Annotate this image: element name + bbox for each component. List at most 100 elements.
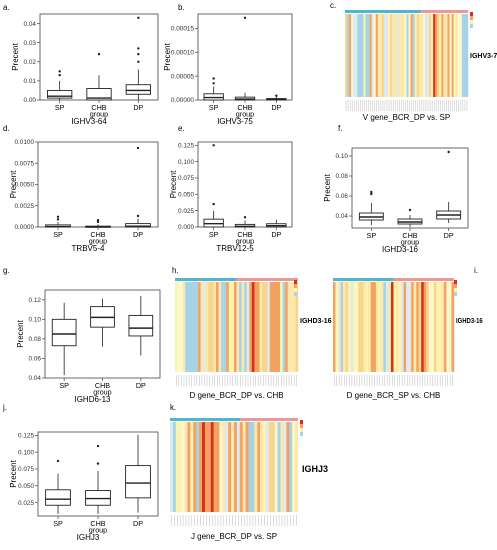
heatmap-column: [287, 282, 291, 372]
outlier-point: [56, 215, 60, 218]
heatmap-column: [218, 282, 222, 372]
heatmap-column: [286, 422, 290, 512]
y-tick-label: 0.0025: [14, 203, 34, 210]
heatmap-column: [268, 422, 273, 512]
panel-letter: b.: [178, 3, 185, 12]
group-bar-a: [345, 10, 422, 13]
outlier-point: [212, 202, 215, 206]
y-axis-label: Precent: [11, 42, 20, 70]
heatmap-column: [453, 14, 456, 97]
heatmap-column: [412, 14, 415, 97]
x-axis-label: IGHJ3: [77, 533, 100, 542]
color-key-swatch: [454, 288, 457, 292]
heatmap-column: [420, 14, 424, 97]
panel-e: e. 0.000 0.025 0.050 0.075 0.100 0.125 Precent S…: [169, 124, 293, 253]
y-tick-label: 0.03: [24, 40, 37, 47]
y-tick-label: 0.00010: [171, 49, 195, 56]
heatmap-column: [207, 422, 211, 512]
x-tick-label: DP: [133, 103, 143, 112]
heatmap-column: [202, 422, 206, 512]
heatmap-column: [216, 282, 219, 372]
panel-b: b. 0.00000 0.00005 0.00010 0.00015 Precent SP C…: [163, 3, 293, 126]
heatmap-column: [427, 14, 430, 97]
heatmap-column: [410, 14, 413, 97]
heatmap-column: [422, 14, 426, 97]
y-tick-label: 0.0075: [14, 160, 34, 167]
heatmap-column: [254, 422, 258, 512]
heatmap-column: [244, 282, 247, 372]
y-axis-label: Precent: [9, 459, 18, 487]
heatmap-column: [375, 14, 378, 97]
heatmap-column: [411, 282, 414, 372]
heatmap-column: [262, 282, 265, 372]
heatmap-column: [269, 282, 273, 372]
color-key-swatch: [454, 284, 457, 288]
heatmap-caption: V gene_BCR_DP vs. SP: [363, 113, 450, 122]
outlier-point: [212, 77, 215, 80]
y-tick-label: 0.01: [24, 78, 37, 85]
y-tick-label: 0.02: [24, 59, 37, 66]
heatmap-column: [388, 14, 391, 97]
heatmap-column: [373, 14, 376, 97]
heatmap-column: [433, 14, 436, 97]
color-key-swatch: [470, 24, 473, 28]
box-dp: [125, 84, 151, 95]
heatmap-column: [193, 422, 197, 512]
heatmap-column: [437, 14, 440, 97]
heatmap-column: [461, 14, 465, 97]
box-sp: [51, 318, 77, 347]
color-key-swatch: [300, 424, 303, 428]
y-axis-label: Precent: [169, 170, 178, 198]
heatmap-column: [290, 282, 294, 372]
heatmap-column: [353, 14, 356, 97]
heatmap-column: [295, 422, 299, 512]
x-group-label: group: [89, 526, 107, 535]
heatmap-column: [271, 422, 275, 512]
plot-frame: [197, 13, 293, 101]
outlier-point: [243, 16, 247, 20]
heatmap-column: [180, 282, 183, 372]
heatmap-column: [379, 14, 383, 97]
heatmap-column: [380, 282, 384, 372]
heatmap-column: [418, 282, 422, 372]
heatmap-column: [239, 282, 242, 372]
heatmap-column: [335, 282, 339, 372]
heatmap-column: [187, 422, 191, 512]
heatmap-column: [292, 282, 296, 372]
plot-frame: [37, 141, 159, 228]
heatmap-row-label: IGHV3-75: [470, 53, 497, 60]
panel-c: c. IGHV3-75 V gene_BCR_DP vs. SP: [330, 1, 497, 122]
heatmap-column: [383, 282, 387, 372]
heatmap-column: [388, 282, 392, 372]
color-key-swatch: [300, 432, 303, 436]
heatmap-column: [435, 14, 438, 97]
heatmap-column: [365, 282, 369, 372]
panel-letter: h.: [172, 266, 179, 275]
heatmap-column: [241, 282, 245, 372]
heatmap-column: [204, 422, 209, 512]
y-tick-label: 0.04: [24, 21, 37, 28]
x-tick-label: CHB: [95, 381, 110, 390]
heatmap-column: [350, 282, 354, 372]
heatmap-column: [418, 14, 422, 97]
outlier-point: [56, 459, 60, 463]
x-tick-label: CHB: [90, 519, 105, 528]
heatmap-column: [343, 282, 346, 372]
color-key-swatch: [300, 420, 303, 424]
heatmap-column: [213, 282, 217, 372]
heatmap-column: [358, 282, 361, 372]
heatmap-column: [267, 282, 271, 372]
y-tick-label: 0.075: [178, 175, 194, 182]
heatmap-column: [257, 422, 261, 512]
outlier-point: [96, 462, 100, 465]
heatmap-column: [198, 282, 201, 372]
heatmap-column: [192, 282, 196, 372]
heatmap-column: [400, 14, 403, 97]
heatmap-column: [465, 14, 469, 97]
heatmap-column: [386, 14, 389, 97]
heatmap-column: [390, 282, 394, 372]
y-tick-label: 0.08: [29, 336, 42, 343]
heatmap-column: [383, 14, 387, 97]
heatmap-column: [177, 282, 181, 372]
